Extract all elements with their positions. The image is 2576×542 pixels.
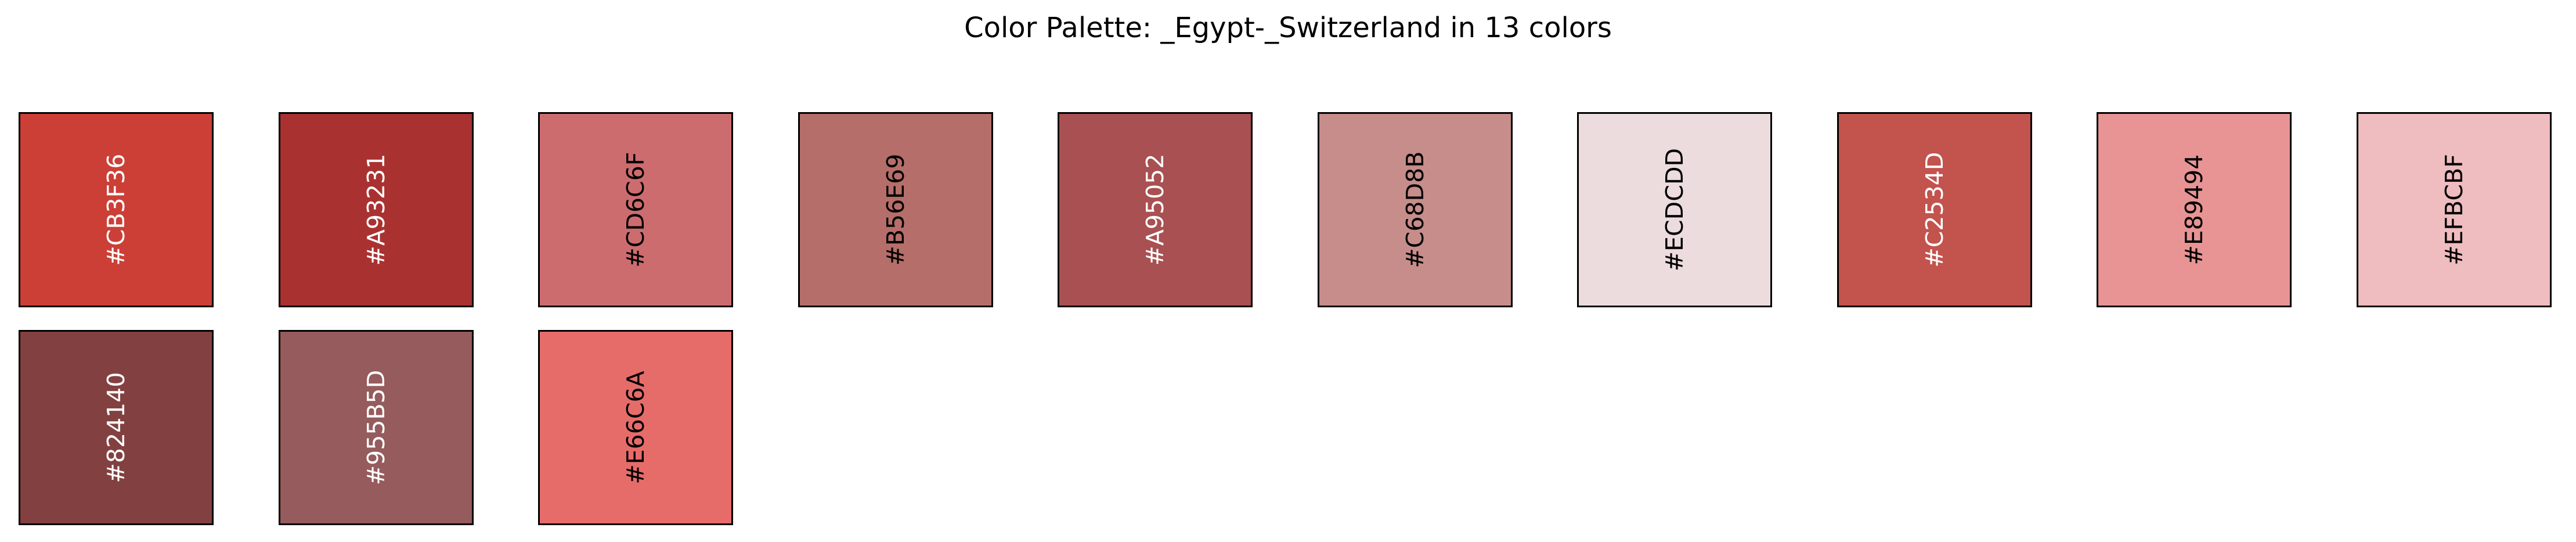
- swatch-hex-label: #EFBCBF: [2440, 154, 2468, 265]
- swatch-hex-label: #A93231: [362, 153, 390, 266]
- swatch-hex-label: #824140: [102, 372, 130, 483]
- swatch-hex-label: #CB3F36: [102, 153, 130, 266]
- swatch-hex-label: #CD6C6F: [622, 152, 650, 268]
- swatch-hex-label: #ECDCDD: [1661, 148, 1689, 272]
- color-swatch: #CD6C6F: [538, 112, 733, 307]
- chart-title: Color Palette: _Egypt-_Switzerland in 13…: [964, 12, 1612, 44]
- color-swatch: #A95052: [1058, 112, 1253, 307]
- color-swatch: #CB3F36: [19, 112, 214, 307]
- color-swatch: #EFBCBF: [2356, 112, 2552, 307]
- swatch-hex-label: #C2534D: [1920, 152, 1949, 268]
- swatch-hex-label: #E66C6A: [622, 371, 650, 484]
- color-swatch: #ECDCDD: [1577, 112, 1772, 307]
- color-swatch: #A93231: [278, 112, 474, 307]
- color-swatch: #955B5D: [278, 330, 474, 525]
- swatch-hex-label: #955B5D: [362, 369, 390, 486]
- color-swatch: #C68D8B: [1317, 112, 1513, 307]
- color-swatch: #824140: [19, 330, 214, 525]
- swatch-hex-label: #A95052: [1141, 153, 1169, 266]
- color-swatch: #C2534D: [1837, 112, 2032, 307]
- color-swatch: #E89494: [2097, 112, 2292, 307]
- color-swatch: #B56E69: [798, 112, 993, 307]
- swatch-hex-label: #C68D8B: [1401, 151, 1429, 268]
- color-swatch: #E66C6A: [538, 330, 733, 525]
- swatch-hex-label: #B56E69: [881, 153, 910, 266]
- swatch-hex-label: #E89494: [2180, 154, 2208, 265]
